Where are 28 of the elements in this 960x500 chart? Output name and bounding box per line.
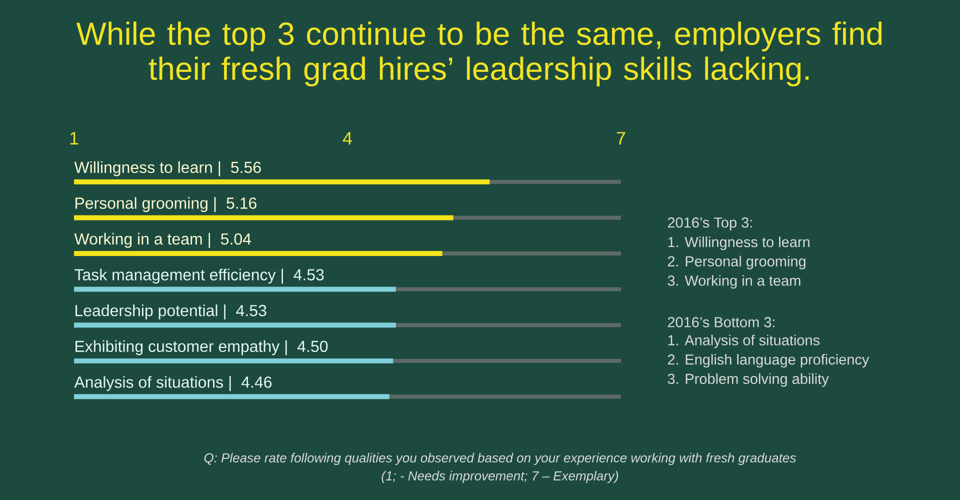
text: 2. Personal grooming [668,256,806,270]
data-label: 4.53 [236,304,266,316]
data-label: 4.53 [294,269,324,280]
y-tick-label: Exhibiting customer empathy | [76,340,287,356]
x-tick-label: 1 [70,132,78,144]
data-label: 4.50 [297,340,328,352]
y-tick-label: Willingness to learn | [74,161,220,176]
y-tick-label: Personal grooming | [76,197,216,212]
x-tick-label: 4 [342,132,352,144]
data-label: 4.46 [241,376,272,388]
x-tick-label: 7 [616,132,626,144]
text: 2016’s Bottom 3: [668,317,774,328]
text: 1. Analysis of situations [668,334,820,348]
text: Q: Please rate following qualities you observed based on your experience working with fresh graduates [204,452,796,466]
text: 2016’s Top 3: [668,217,752,231]
data-label: 5.04 [220,233,252,245]
y-tick-label: Analysis of situations | [74,376,231,392]
data-label: 5.16 [226,198,256,209]
text: 1. Willingness to learn [668,236,810,250]
y-tick-label: Task management efficiency | [74,268,283,284]
text: 3. Problem solving ability [668,373,829,387]
data-label: 5.56 [231,162,261,174]
chart-title: While the top 3 continue to be the same, employers find their fresh grad hires’ leadership skills lacking. [76,22,882,86]
text: (1; - Needs improvement; 7 – Exemplary) [382,470,618,484]
y-tick-label: Leadership potential | [76,304,226,320]
text: 2. English language proficiency [668,354,870,368]
text: 3. Working in a team [668,275,800,289]
y-tick-label: Working in a team | [74,232,210,248]
